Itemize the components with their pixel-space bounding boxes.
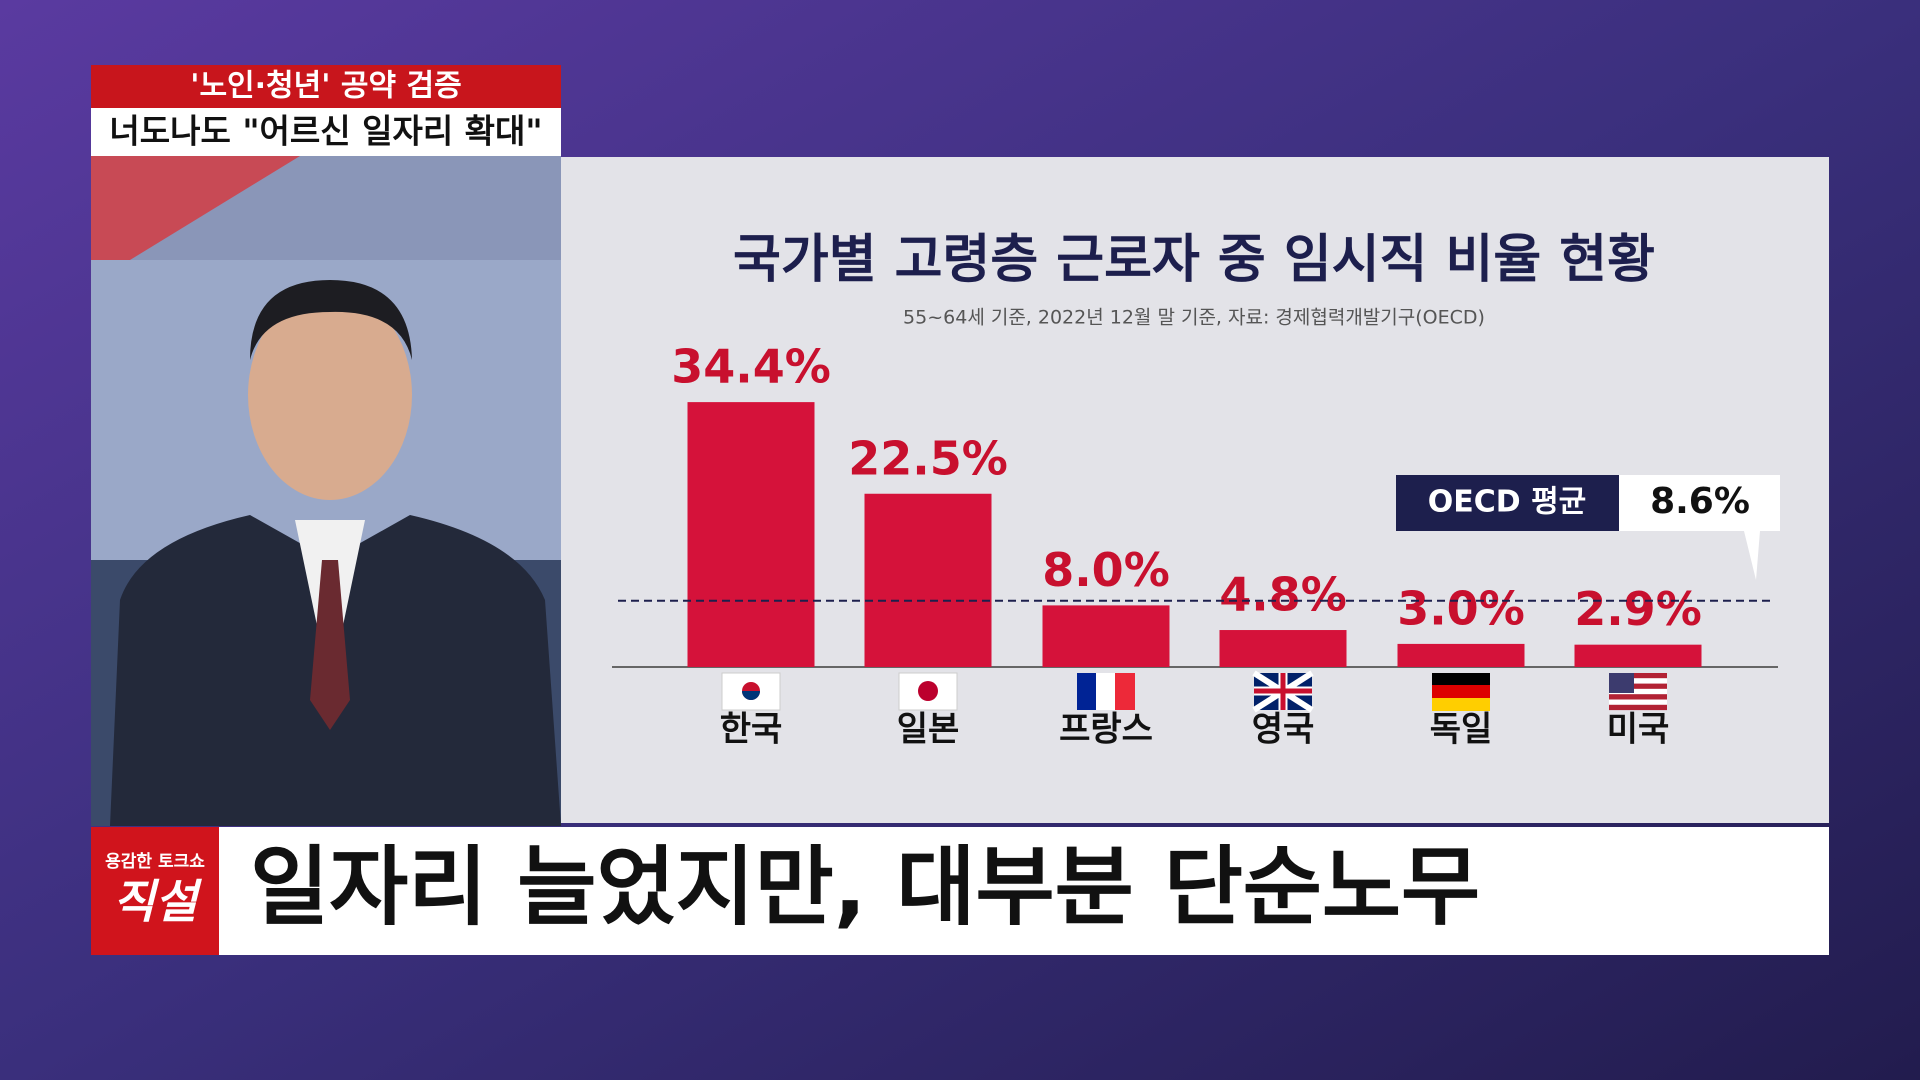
flag	[918, 681, 938, 701]
value-label: 4.8%	[1219, 568, 1347, 622]
flag	[1609, 678, 1667, 684]
reference-value-box	[1619, 475, 1780, 580]
category-label: 미국	[1607, 710, 1670, 750]
reference-label: OECD 평균	[1428, 485, 1587, 520]
bar	[1574, 644, 1702, 667]
category-label: 독일	[1430, 710, 1493, 750]
show-logo	[91, 827, 219, 955]
value-label: 8.0%	[1042, 543, 1170, 597]
flag	[742, 691, 760, 700]
value-label: 34.4%	[671, 340, 831, 394]
value-label: 22.5%	[848, 431, 1008, 485]
flag	[1096, 673, 1116, 710]
bar	[864, 493, 992, 667]
flag	[1609, 683, 1667, 689]
flag	[1609, 688, 1667, 695]
category-label: 일본	[897, 710, 960, 750]
flag	[1609, 699, 1667, 705]
bar	[687, 402, 815, 667]
category-label: 영국	[1252, 710, 1315, 750]
flag	[1609, 673, 1634, 693]
flag	[1115, 673, 1135, 710]
caption-bar	[219, 827, 1829, 955]
topic-text: '노인·청년' 공약 검증	[190, 69, 461, 104]
studio-video	[91, 156, 561, 826]
bar	[1397, 643, 1525, 667]
bar	[1219, 630, 1347, 667]
flag	[1609, 704, 1667, 711]
bar	[1042, 605, 1170, 667]
flag	[1254, 673, 1312, 710]
value-label: 3.0%	[1397, 581, 1525, 635]
caption-text: 일자리 늘었지만, 대부분 단순노무	[250, 837, 1480, 937]
bars: 34.4% 한국 22.5% 일본 8.0% 프랑스 4.8% 영국 3.0% 독일 2.9% 미국 O…	[618, 340, 1780, 750]
show-tag: 용감한 토크쇼	[105, 852, 205, 872]
flag	[1609, 673, 1667, 679]
category-label: 프랑스	[1059, 710, 1153, 750]
flag	[1077, 673, 1097, 710]
topic-banner	[91, 65, 561, 108]
reference-value: 8.6%	[1650, 481, 1750, 522]
headline-banner	[91, 108, 561, 156]
flag	[1432, 698, 1490, 711]
chart-subtitle: 55~64세 기준, 2022년 12월 말 기준, 자료: 경제협력개발기구(…	[903, 307, 1485, 329]
flag	[1432, 673, 1490, 686]
headline-text: 너도나도 "어르신 일자리 확대"	[109, 112, 542, 151]
reference-label-box	[1396, 475, 1619, 531]
category-label: 한국	[720, 710, 783, 750]
show-name: 직설	[113, 875, 202, 929]
flag	[1609, 694, 1667, 700]
flag	[1432, 685, 1490, 698]
chart-title: 국가별 고령층 근로자 중 임시직 비율 현황	[733, 230, 1655, 290]
value-label: 2.9%	[1574, 582, 1702, 636]
